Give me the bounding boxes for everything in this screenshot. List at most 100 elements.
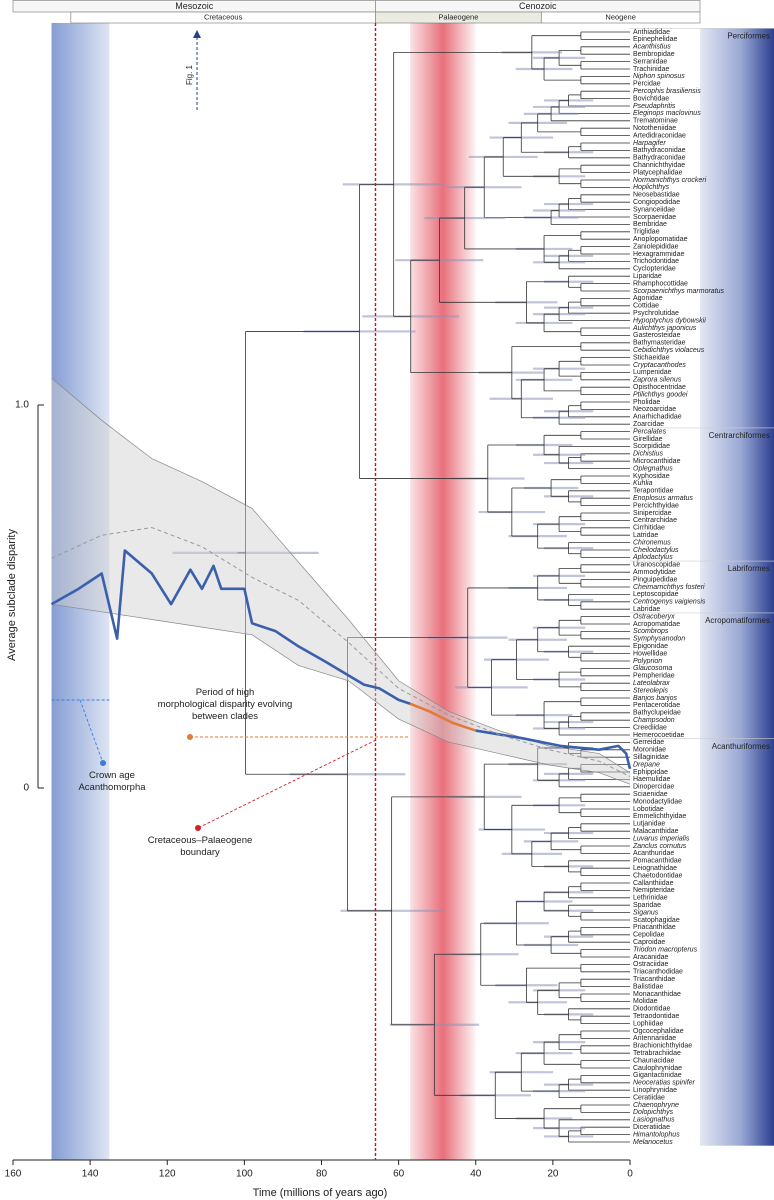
clade-panel (700, 738, 774, 1146)
taxon-label: Trichodontidae (633, 258, 679, 265)
y-tick-label: 0 (23, 783, 29, 794)
taxon-label: Nemipteridae (633, 887, 675, 894)
x-axis-label: Time (millions of years ago) (253, 1187, 388, 1199)
taxon-label: Percalates (633, 428, 667, 435)
taxon-label: Cyclopteridae (633, 266, 676, 273)
taxon-label: Agonidae (633, 295, 663, 302)
taxon-label: Cebidichthys violaceus (633, 347, 705, 354)
period-label: Cretaceous (204, 12, 243, 21)
annotation-line: Crown age (89, 770, 135, 781)
taxon-label: Scorpaenidae (633, 214, 676, 221)
taxon-label: Caproidae (633, 939, 665, 946)
taxon-label: Melanocetus (633, 1139, 673, 1146)
taxon-label: Percidae (633, 81, 661, 88)
x-tick-label: 60 (393, 1169, 405, 1180)
taxon-label: Acanthuridae (633, 850, 674, 857)
taxon-label: Platycephalidae (633, 169, 683, 176)
taxon-label: Pempheridae (633, 673, 675, 680)
annotation-line: Acanthomorpha (78, 782, 146, 793)
annotation-leader (79, 699, 104, 764)
tree-layer (172, 31, 630, 1143)
taxon-label: Dolopichthys (633, 1109, 674, 1116)
x-tick-label: 160 (5, 1169, 22, 1180)
annotation-line: morphological (158, 699, 217, 710)
x-tick-label: 140 (82, 1169, 99, 1180)
clade-panel (700, 612, 774, 739)
taxon-label: Stichaeidae (633, 354, 670, 361)
figure-reference: Fig. 1 (185, 64, 194, 85)
taxon-label: Monodactylidae (633, 798, 682, 805)
taxon-label: Chaetodontidae (633, 872, 683, 879)
taxon-label: Ammodytidae (633, 569, 676, 576)
taxon-label: Kyphosidae (633, 473, 670, 480)
clade-label: Labriformes (728, 564, 770, 573)
taxon-label: Epinephelidae (633, 36, 677, 43)
taxon-label: Drepane (633, 761, 660, 768)
taxon-label: Pentacerotidae (633, 702, 680, 709)
x-tick-label: 0 (627, 1169, 633, 1180)
taxon-label: Lutjanidae (633, 821, 665, 828)
taxon-label: Chaenophryne (633, 1102, 679, 1109)
taxon-label: Symphysanodon (633, 636, 685, 643)
taxon-label: Leptoscopidae (633, 591, 679, 598)
taxon-label: Sinipercidae (633, 510, 672, 517)
taxon-label: Ptilichthys goodei (633, 391, 688, 398)
taxon-label: Niphon spinosus (633, 73, 685, 80)
envelope-edge (51, 603, 631, 785)
taxon-label: Zaniolepididae (633, 243, 679, 250)
taxon-label: Hemerocoetidae (633, 732, 684, 739)
taxon-label: Emmelichthyidae (633, 813, 686, 820)
taxon-label: Callanthiidae (633, 880, 674, 887)
taxon-label: Congiopodidae (633, 199, 680, 206)
annotation-text: morphological disparity evolving (158, 699, 293, 710)
annotation-text: Crown age (89, 770, 135, 781)
taxon-label: Percophis brasiliensis (633, 88, 701, 95)
annotation-line: Cretaceous–Palaeogene (148, 835, 253, 846)
era-label: Mesozoic (175, 1, 214, 11)
taxon-label: Himantolophus (633, 1131, 680, 1138)
taxon-label: Ephippidae (633, 769, 668, 776)
taxon-label: Diodontidae (633, 1006, 670, 1013)
taxon-label: Diceratiidae (633, 1124, 670, 1131)
taxon-label: Gasterosteidae (633, 332, 681, 339)
y-axis-label: Average subclade disparity (6, 529, 18, 661)
taxon-label: Anthiadidae (633, 29, 670, 36)
taxon-label: Nototheniidae (633, 125, 676, 132)
taxon-label: Polyprion (633, 658, 662, 665)
taxon-label: Eleginops maclovinus (633, 110, 701, 117)
taxon-label: Bembropidae (633, 51, 675, 58)
taxon-label: Stereolepis (633, 687, 669, 694)
taxon-label: Kuhlia (633, 480, 653, 487)
taxon-label: Scombrops (633, 628, 669, 635)
taxon-label: Pholidae (633, 399, 660, 406)
taxon-label: Hexagrammidae (633, 251, 684, 258)
taxon-label: Trachinidae (633, 66, 669, 73)
clade-panel (700, 427, 774, 562)
clade-label: Centrarchiformes (709, 431, 770, 440)
highlight-band (51, 23, 110, 1160)
era-label: Cenozoic (519, 1, 557, 11)
taxon-label: Lateolabrax (633, 680, 670, 687)
envelope-edge (51, 377, 631, 773)
clade-label: Acropomatiformes (705, 616, 770, 625)
annotation-line: boundary (180, 847, 220, 858)
clade-panel (700, 28, 774, 428)
taxon-label: Neozoarcidae (633, 406, 676, 413)
taxon-label: Sciaenidae (633, 791, 668, 798)
taxon-label: Cheilodactylus (633, 547, 679, 554)
taxon-label: Epigonidae (633, 643, 668, 650)
taxon-label: Trematominae (633, 118, 678, 125)
taxon-label: Microcanthidae (633, 458, 681, 465)
taxon-label: Opisthocentridae (633, 384, 686, 391)
taxon-label: Normanichthys crockeri (633, 177, 707, 184)
curve-layer (50, 23, 632, 1160)
taxon-label: Sillaginidae (633, 754, 669, 761)
taxon-label: Triacanthidae (633, 976, 675, 983)
taxon-label: Dinopercidae (633, 784, 674, 791)
taxon-label: Triacanthodidae (633, 969, 683, 976)
taxon-label: Malacanthidae (633, 828, 679, 835)
y-tick-label: 1.0 (15, 400, 29, 411)
taxon-label: Champsodon (633, 717, 675, 724)
taxon-label: Hoplichthys (633, 184, 670, 191)
taxon-label: Cottidae (633, 303, 659, 310)
